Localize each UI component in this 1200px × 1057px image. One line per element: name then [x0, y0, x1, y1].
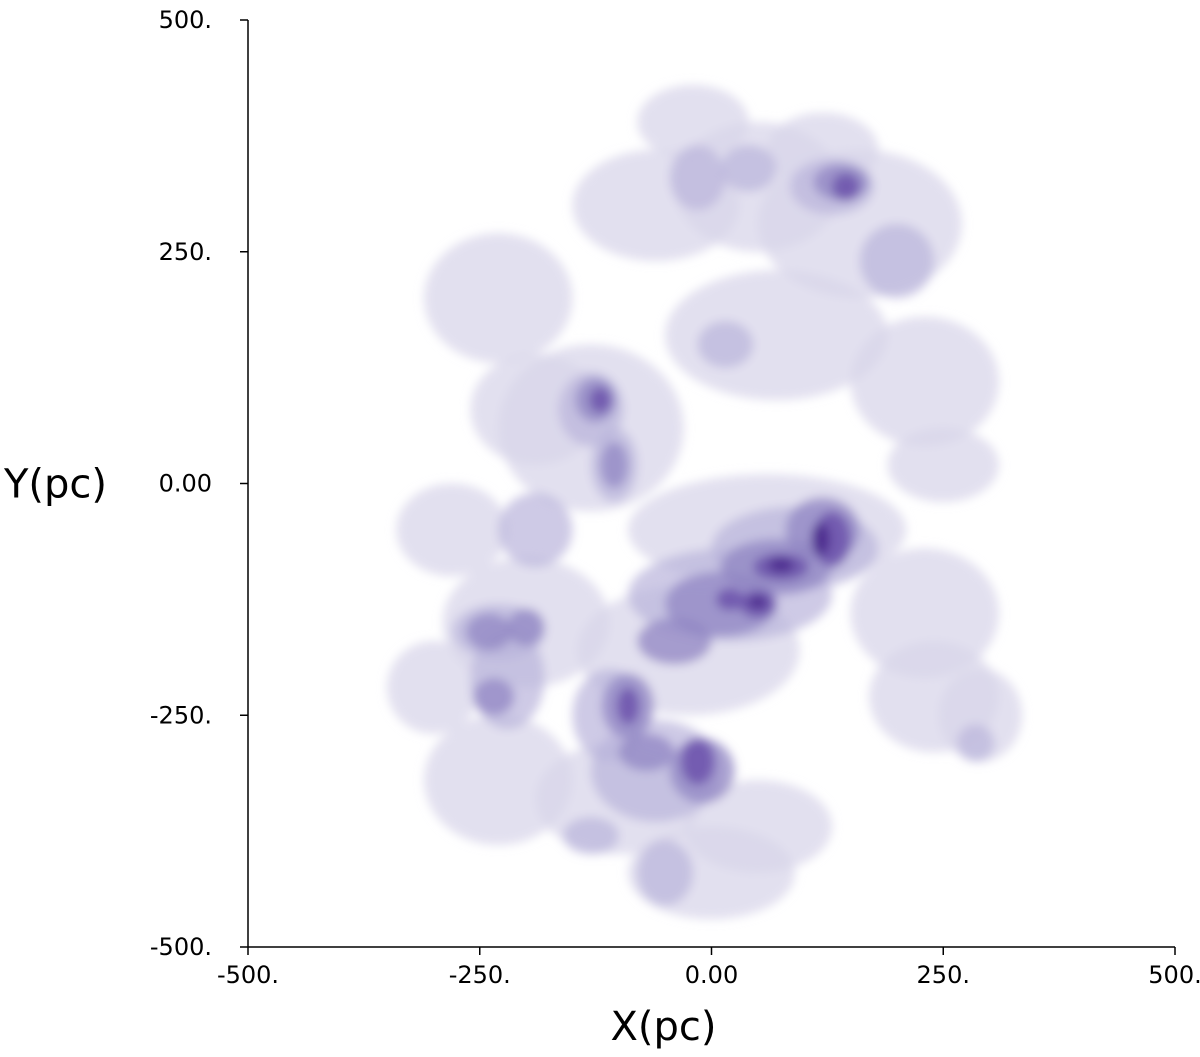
density-blob-level-1	[470, 353, 601, 465]
density-blob-level-5	[748, 595, 768, 609]
x-tick-label: -250.	[449, 961, 511, 989]
density-blob-level-3	[507, 608, 545, 646]
density-blob-level-2	[859, 223, 934, 299]
density-blob-level-3	[600, 441, 629, 489]
density-blob-level-2	[563, 817, 619, 855]
density-blob-level-1	[665, 270, 888, 401]
density-blob-level-2	[637, 840, 693, 906]
density-blob-level-3	[465, 613, 513, 651]
density-blob-level-3	[637, 617, 712, 665]
density-blob-level-3	[473, 678, 515, 716]
x-tick-label: 0.00	[685, 961, 738, 989]
density-blob-level-2	[498, 492, 573, 567]
y-tick-label: 250.	[159, 238, 212, 266]
density-field	[387, 84, 1023, 920]
density-blob-level-1	[850, 548, 999, 679]
density-blob-level-1	[424, 233, 573, 363]
x-tick-label: 250.	[917, 961, 970, 989]
density-blob-level-1	[396, 483, 508, 577]
density-blob-level-5	[811, 522, 831, 556]
density-blob-level-4	[616, 687, 640, 725]
y-tick-label: 500.	[159, 6, 212, 34]
y-axis-label: Y(pc)	[3, 462, 107, 508]
density-blob-level-2	[957, 724, 995, 762]
density-blob-level-2	[669, 145, 726, 211]
density-blob-level-2	[720, 145, 777, 192]
density-blob-level-4	[589, 387, 612, 414]
x-tick-label: -500.	[217, 961, 279, 989]
density-blob-level-1	[887, 427, 999, 503]
density-blob-level-3	[618, 733, 675, 771]
density-blob-level-5	[768, 557, 795, 573]
density-blob-level-4	[680, 738, 715, 785]
axes: -500. -250. 0.00 250. 500. 500. 250. 0.00 -250. -…	[150, 6, 1200, 989]
density-blob-level-4	[716, 588, 744, 611]
y-tick-label: -250.	[150, 701, 212, 729]
density-blob-level-1	[387, 641, 480, 734]
density-blob-level-4	[832, 172, 860, 201]
density-blob-level-1	[637, 84, 749, 160]
density-blob-level-2	[697, 321, 754, 368]
x-axis-label: X(pc)	[611, 1004, 717, 1050]
y-tick-label: 0.00	[159, 470, 212, 498]
y-tick-label: -500.	[150, 933, 212, 961]
density-blob-level-1	[424, 715, 573, 846]
x-tick-label: 500.	[1148, 961, 1200, 989]
density-blob-level-1	[850, 316, 999, 447]
